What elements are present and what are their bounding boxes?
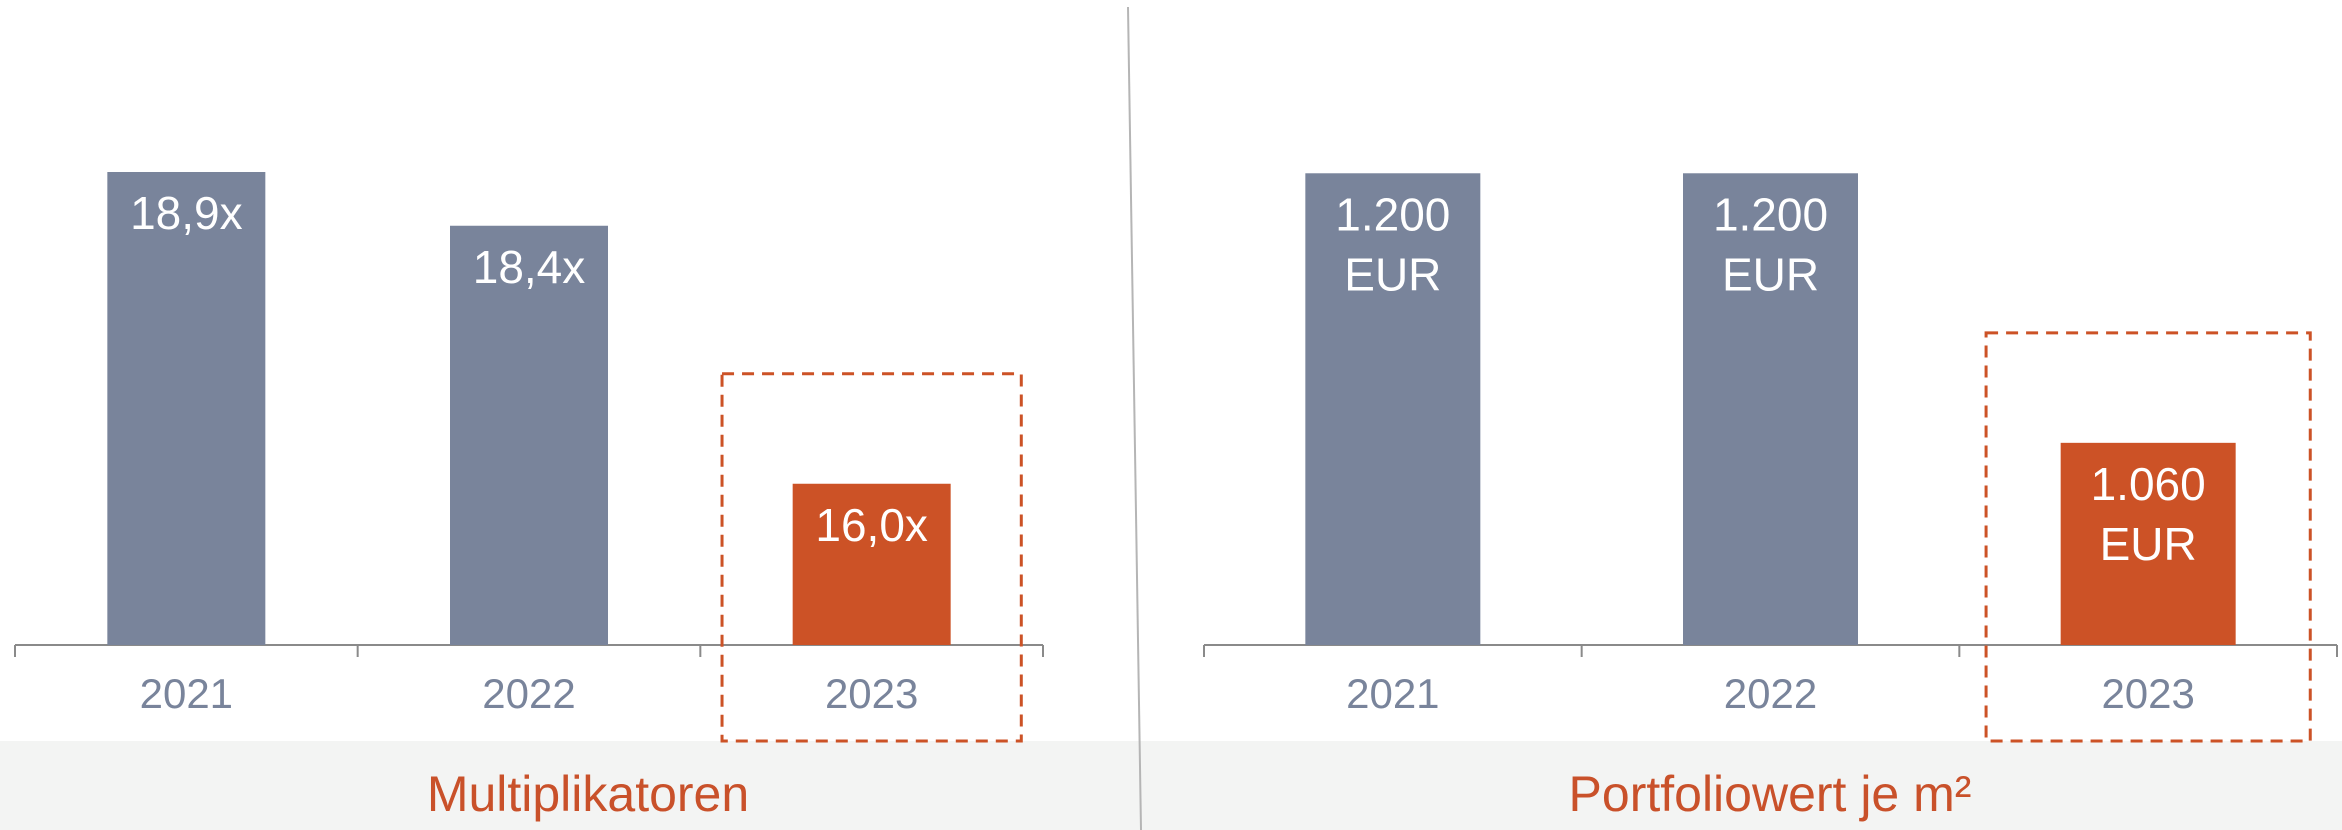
- caption-band: [0, 741, 2342, 830]
- bar: [450, 225, 608, 645]
- x-tick-label: 2022: [482, 670, 575, 717]
- bar: [1683, 173, 1858, 646]
- bar: [107, 172, 266, 645]
- bar: [792, 483, 951, 645]
- highlight-box: [1984, 331, 2312, 743]
- value-label: 16,0x: [815, 499, 928, 551]
- x-tick-label: 2021: [1346, 670, 1439, 717]
- highlight-box: [720, 372, 1023, 743]
- value-label: 1.200 EUR: [1335, 188, 1450, 300]
- x-tick-label: 2022: [1724, 670, 1817, 717]
- value-label: 1.200 EUR: [1713, 188, 1828, 300]
- chart-subtitle: Portfoliowert je m²: [1569, 766, 1972, 822]
- value-label: 1.060 EUR: [2091, 458, 2206, 570]
- x-tick-label: 2023: [2101, 670, 2194, 717]
- chart-subtitle: Multiplikatoren: [427, 766, 749, 822]
- x-tick-label: 2023: [825, 670, 918, 717]
- value-label: 18,9x: [130, 187, 243, 239]
- value-label: 18,4x: [473, 241, 586, 293]
- x-tick-label: 2021: [140, 670, 233, 717]
- bar: [1305, 173, 1481, 646]
- bar: [2060, 442, 2236, 645]
- divider: [1127, 6, 1142, 830]
